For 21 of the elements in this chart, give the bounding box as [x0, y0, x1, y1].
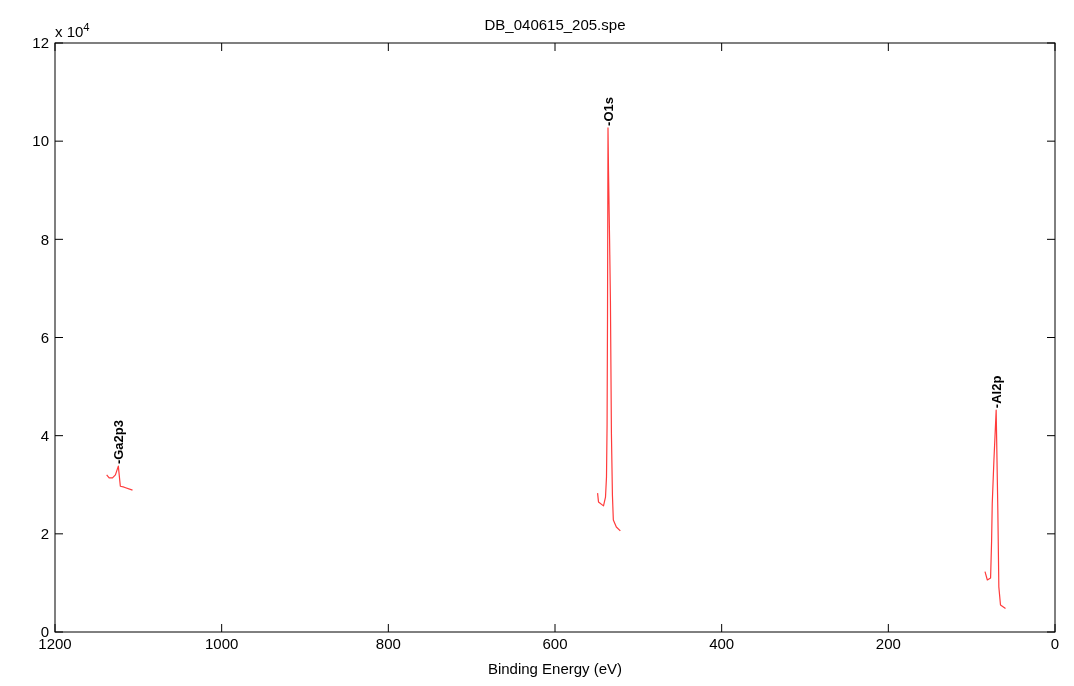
- annotation: -Ga2p3: [111, 420, 127, 465]
- y-tick-label: 12: [32, 34, 49, 52]
- line-series: [106, 465, 134, 491]
- y-tick-label: 2: [40, 525, 49, 543]
- text: x 10$^{4}$: [55, 21, 90, 40]
- x-tick-label: 0: [1050, 635, 1060, 652]
- annotation: -Al2p: [989, 375, 1005, 409]
- chart-title: DB_040615_205.spe: [484, 16, 626, 33]
- x-tick-label: 400: [709, 635, 735, 652]
- x-tick-label: 600: [542, 635, 568, 652]
- line-series: [596, 127, 621, 532]
- x-tick-label: 1000: [204, 635, 239, 652]
- y-tick-label: 8: [40, 230, 49, 248]
- line-series: [984, 409, 1007, 610]
- x-axis-title: Binding Energy (eV): [487, 660, 623, 677]
- x-tick-label: 800: [375, 635, 401, 652]
- y-tick-label: 10: [32, 132, 49, 150]
- x-tick-label: 200: [875, 635, 901, 652]
- y-tick-label: 6: [40, 328, 49, 346]
- y-tick-label: 4: [40, 426, 49, 444]
- annotation: -O1s: [601, 97, 616, 126]
